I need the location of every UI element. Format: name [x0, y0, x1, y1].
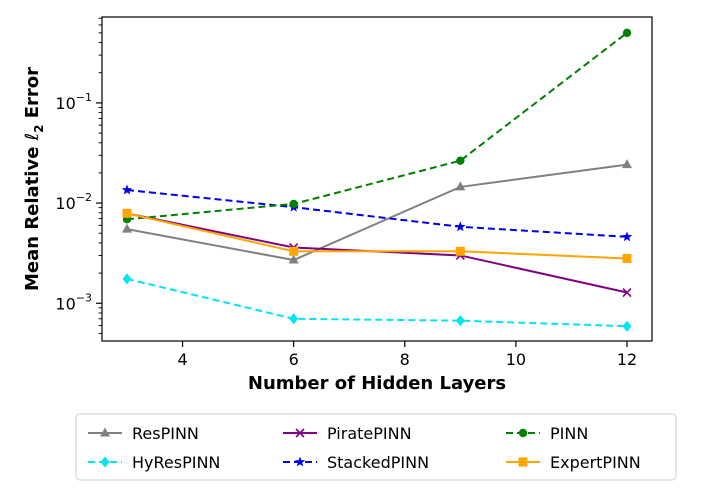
data-point-diamond [100, 456, 110, 468]
data-point-circle [622, 28, 632, 38]
series-respinn [122, 159, 632, 264]
legend-label: PINN [550, 424, 588, 443]
x-tick-label: 12 [617, 350, 637, 369]
data-point-triangle [100, 427, 110, 437]
data-point-diamond [122, 273, 132, 285]
data-point-triangle [288, 254, 299, 264]
data-point-triangle [455, 181, 466, 191]
data-point-square [518, 457, 528, 467]
y-tick-label: 10−2 [55, 191, 92, 213]
plot-area [101, 16, 653, 342]
legend-item-pinn: PINN [506, 424, 588, 443]
legend-label: ResPINN [132, 424, 199, 443]
data-point-circle [456, 156, 465, 165]
x-axis-title: Number of Hidden Layers [248, 373, 506, 394]
data-point-diamond [289, 313, 299, 325]
x-tick-label: 6 [289, 350, 299, 369]
x-tick-label: 4 [177, 350, 187, 369]
data-point-x [622, 287, 632, 298]
data-point-triangle [122, 223, 132, 233]
y-axis-title: Mean Relative ℓ2 Error [22, 67, 46, 291]
legend-item-piratepinn: PiratePINN [283, 424, 412, 443]
data-point-star [121, 184, 133, 195]
data-point-square [122, 208, 132, 218]
series-group [121, 28, 633, 332]
data-point-star [455, 221, 466, 232]
legend-label: StackedPINN [327, 453, 429, 472]
data-point-square [455, 246, 465, 256]
legend-item-stackedpinn: StackedPINN [283, 453, 429, 472]
legend-item-expertpinn: ExpertPINN [506, 453, 641, 472]
data-point-square [289, 246, 299, 256]
x-tick-label: 10 [506, 350, 526, 369]
data-point-diamond [455, 315, 465, 327]
legend: ResPINN HyResPINN PiratePINN StackedPINN PIN… [75, 413, 677, 481]
y-tick-label: 10−1 [55, 91, 92, 113]
data-point-diamond [622, 320, 632, 332]
legend-item-respinn: ResPINN [88, 424, 199, 443]
data-point-square [622, 253, 632, 263]
series-line [126, 163, 628, 262]
data-point-star [621, 231, 633, 242]
data-point-x [295, 428, 305, 438]
series-line [126, 212, 628, 260]
series-expertpinn [122, 208, 632, 263]
legend-label: ExpertPINN [550, 453, 641, 472]
data-point-circle [289, 199, 298, 209]
data-point-star [294, 456, 306, 467]
series-line [126, 32, 628, 221]
legend-label: HyResPINN [132, 453, 220, 472]
y-tick-label: 10−3 [55, 291, 92, 313]
series-hyrespinn [122, 273, 632, 332]
series-line [126, 189, 628, 238]
y-axis-ticks: 10−3 10−2 10−1 [55, 17, 102, 334]
legend-label: PiratePINN [327, 424, 412, 443]
x-axis-ticks: 4 6 8 10 12 [177, 341, 637, 369]
x-tick-label: 8 [400, 350, 410, 369]
data-point-triangle [622, 159, 632, 169]
data-point-circle [518, 428, 528, 438]
series-line [126, 277, 628, 328]
legend-item-hyrespinn: HyResPINN [88, 453, 220, 472]
